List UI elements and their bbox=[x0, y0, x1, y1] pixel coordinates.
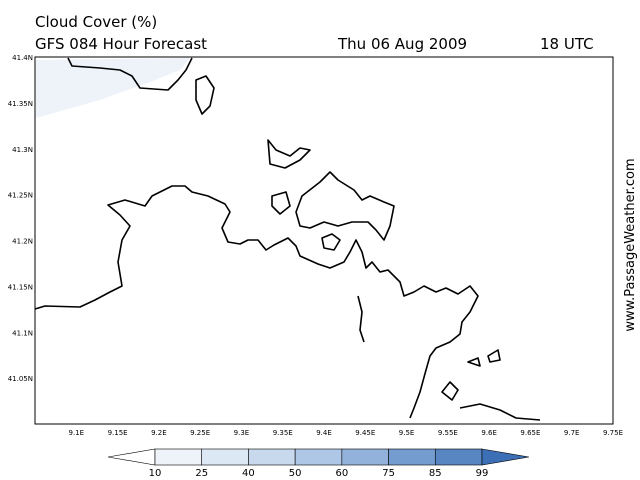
coastline bbox=[441, 349, 501, 401]
map bbox=[34, 56, 614, 425]
coastline bbox=[295, 171, 395, 241]
colorbar-label: 10 bbox=[149, 468, 162, 479]
colorbar-label: 40 bbox=[242, 468, 255, 479]
lon-label: 9.1E bbox=[69, 429, 85, 437]
colorbar-label: 50 bbox=[289, 468, 302, 479]
time: 18 UTC bbox=[540, 35, 594, 53]
coastline bbox=[321, 233, 341, 251]
colorbar: 10 25 40 50 60 75 85 99 bbox=[107, 448, 530, 479]
coastline bbox=[459, 403, 541, 421]
lon-label: 9.4E bbox=[316, 429, 332, 437]
lon-label: 9.25E bbox=[190, 429, 210, 437]
lon-label: 9.7E bbox=[564, 429, 580, 437]
colorbar-label: 25 bbox=[195, 468, 208, 479]
colorbar-high-end bbox=[481, 448, 530, 466]
coastline bbox=[267, 139, 311, 169]
lat-label: 41.25N bbox=[8, 192, 33, 200]
coastline bbox=[357, 295, 365, 343]
lon-label: 9.2E bbox=[151, 429, 167, 437]
lat-label: 41.35N bbox=[8, 100, 33, 108]
title: Cloud Cover (%) bbox=[35, 13, 157, 31]
coastline bbox=[195, 75, 215, 115]
lat-label: 41.4N bbox=[12, 54, 33, 62]
lon-label: 9.6E bbox=[481, 429, 497, 437]
lon-label: 9.65E bbox=[520, 429, 540, 437]
cloud-area bbox=[36, 58, 190, 118]
lon-label: 9.3E bbox=[234, 429, 250, 437]
lon-label: 9.5E bbox=[399, 429, 415, 437]
lon-label: 9.55E bbox=[438, 429, 458, 437]
lat-label: 41.2N bbox=[12, 238, 33, 246]
lon-label: 9.75E bbox=[603, 429, 623, 437]
colorbar-low-end bbox=[107, 448, 156, 466]
lat-label: 41.05N bbox=[8, 375, 33, 383]
colorbar-segment bbox=[341, 448, 389, 466]
date: Thu 06 Aug 2009 bbox=[337, 35, 467, 53]
colorbar-label: 60 bbox=[335, 468, 348, 479]
colorbar-label: 85 bbox=[429, 468, 442, 479]
colorbar-segment bbox=[434, 448, 483, 466]
lat-label: 41.15N bbox=[8, 283, 33, 291]
lon-label: 9.35E bbox=[273, 429, 293, 437]
colorbar-segment bbox=[201, 448, 249, 466]
lat-label: 41.3N bbox=[12, 146, 33, 154]
watermark: www.PassageWeather.com bbox=[623, 158, 638, 331]
colorbar-label: 75 bbox=[382, 468, 395, 479]
colorbar-segment bbox=[154, 448, 203, 466]
colorbar-label: 99 bbox=[476, 468, 489, 479]
coastline bbox=[67, 57, 193, 91]
map-frame bbox=[34, 56, 614, 425]
coastline bbox=[34, 185, 479, 419]
coastline bbox=[271, 191, 291, 215]
colorbar-segment bbox=[388, 448, 436, 466]
subtitle: GFS 084 Hour Forecast bbox=[35, 35, 207, 53]
lon-label: 9.15E bbox=[108, 429, 128, 437]
colorbar-segment bbox=[248, 448, 296, 466]
lon-label: 9.45E bbox=[355, 429, 375, 437]
colorbar-segment bbox=[294, 448, 343, 466]
lat-label: 41.1N bbox=[12, 329, 33, 337]
